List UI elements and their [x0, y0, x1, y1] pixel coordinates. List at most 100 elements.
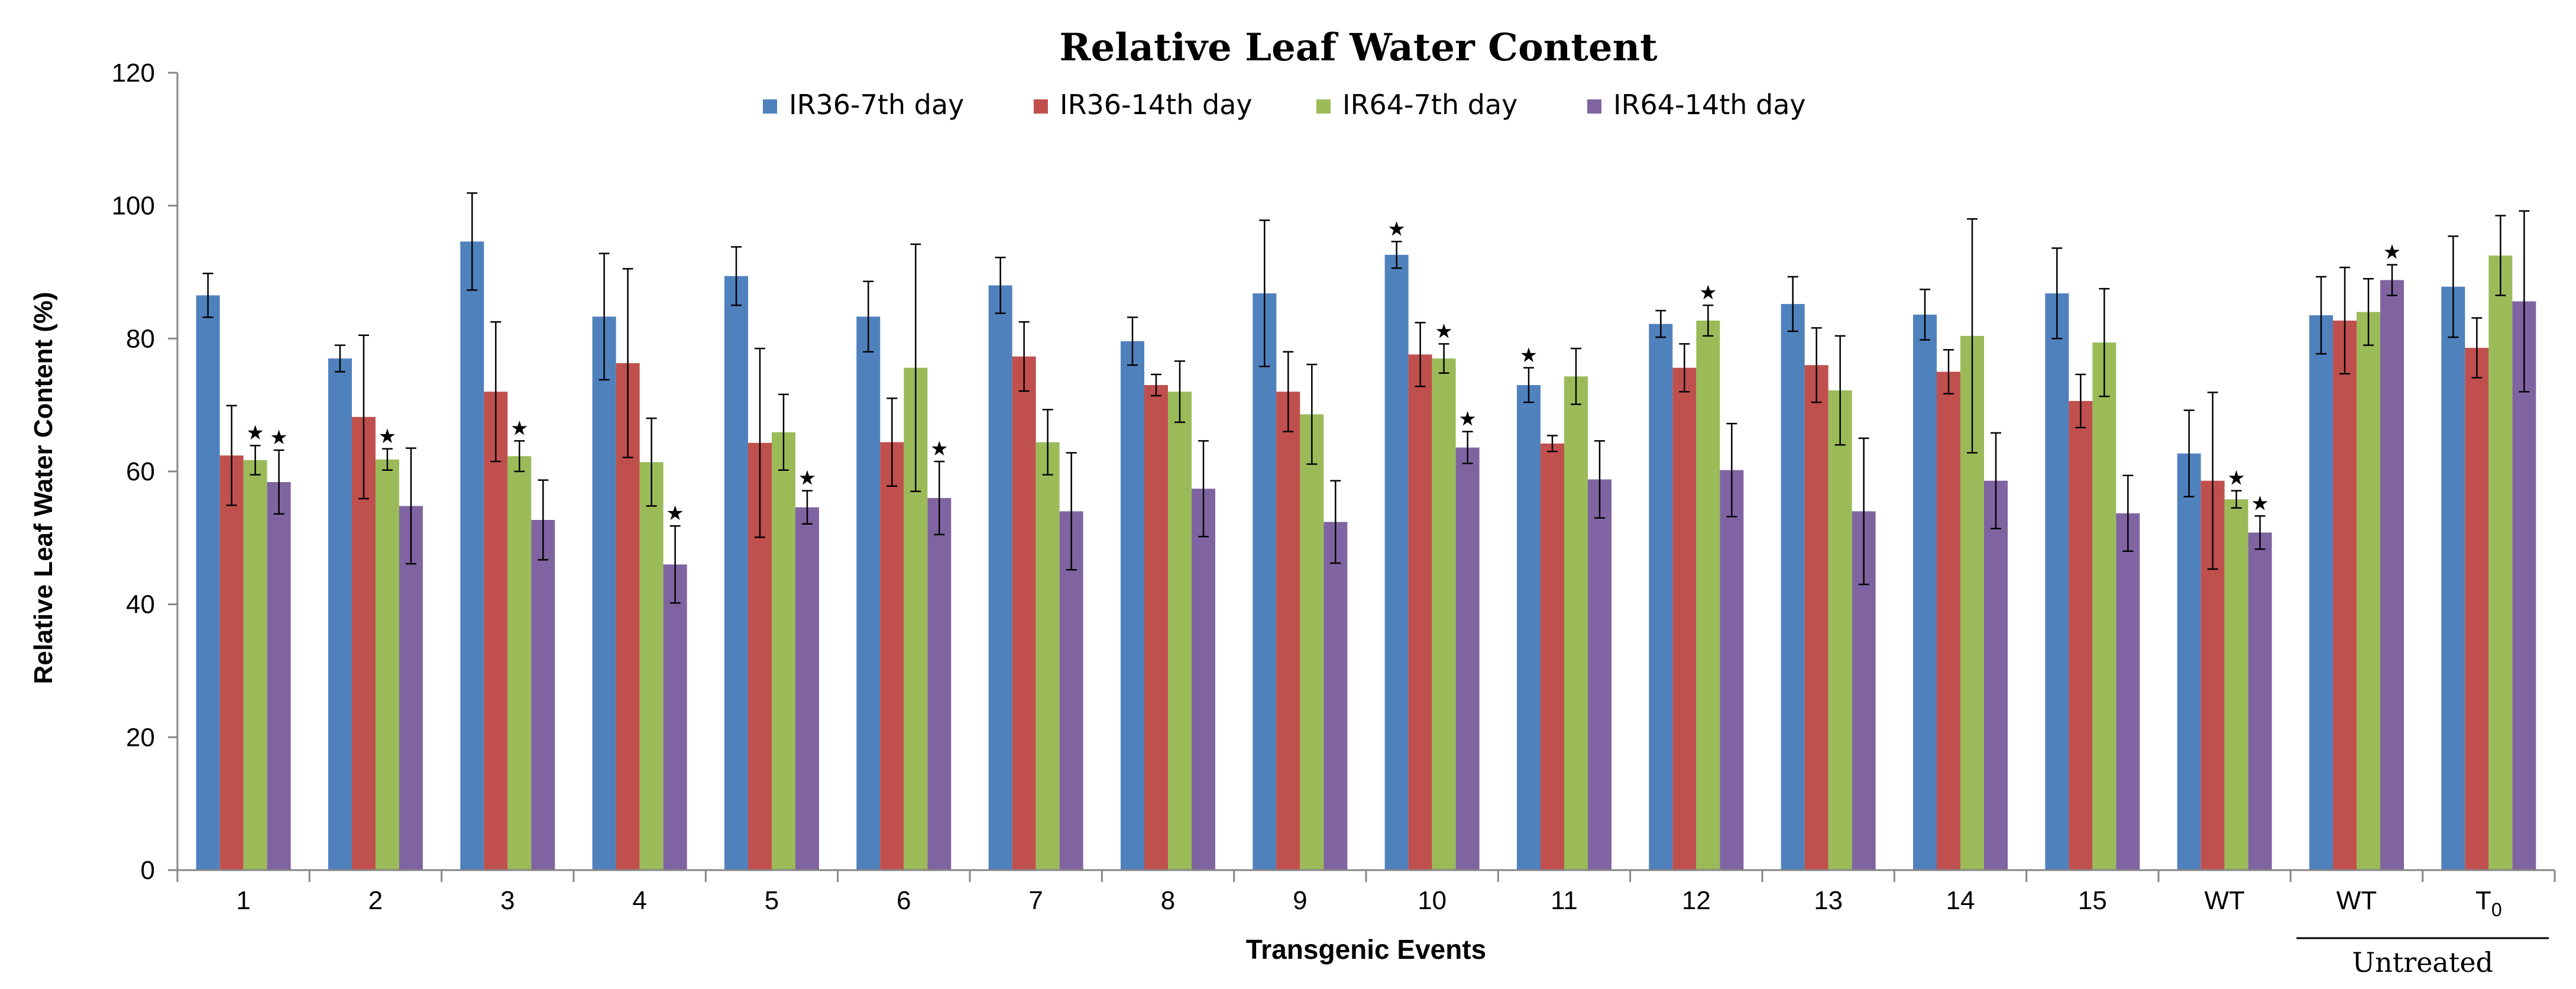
bar: [1035, 442, 1060, 870]
y-tick-label: 120: [112, 59, 155, 88]
y-axis-ticks: 0 20 40 60 80 100 120: [112, 59, 177, 885]
bar: [2045, 293, 2069, 870]
legend: IR36-7th day IR36-14th day IR64-7th day IR6…: [763, 89, 1806, 121]
x-tick-label: 13: [1814, 886, 1843, 915]
significance-star: ★: [666, 502, 684, 525]
bar: [1517, 384, 1541, 870]
x-tick-label: 6: [897, 886, 911, 915]
x-tick-label: WT: [2204, 886, 2244, 915]
bar: [1937, 371, 1960, 870]
significance-star: ★: [798, 467, 816, 490]
bar: [2512, 301, 2536, 871]
x-tick-label: 8: [1161, 886, 1175, 915]
y-tick-label: 80: [126, 324, 155, 353]
bar: [460, 241, 484, 870]
legend-swatch: [1034, 99, 1048, 114]
bar: [1276, 392, 1300, 870]
bar: [1455, 447, 1480, 870]
bar: [399, 506, 423, 870]
y-tick-label: 60: [126, 457, 155, 486]
bar: [2488, 255, 2513, 871]
bar: [663, 564, 687, 870]
bar: [927, 497, 952, 870]
series-2: [219, 266, 2489, 870]
legend-swatch: [763, 99, 777, 114]
x-tick-label: 11: [1551, 886, 1578, 915]
bar: [1012, 356, 1036, 870]
legend-label: IR64-7th day: [1342, 89, 1517, 121]
bar: [1408, 354, 1432, 870]
bar: [376, 459, 399, 870]
bar: [1168, 392, 1192, 870]
x-tick-label: 12: [1682, 886, 1711, 915]
significance-star: ★: [510, 416, 528, 440]
x-tick-label: 10: [1418, 886, 1446, 915]
bar: [1804, 365, 1829, 870]
significance-star: ★: [1435, 319, 1452, 343]
y-axis-label: Relative Leaf Water Content (%): [29, 292, 58, 684]
bar: [1564, 376, 1588, 870]
legend-item: IR36-7th day: [763, 89, 964, 121]
bar: [856, 316, 881, 870]
bar: [1696, 321, 1720, 870]
bar: [2357, 312, 2380, 870]
x-axis-ticks: 1 2 3 4 5 6 7 8 9 10 11 12 13 14 15 WT WT T0: [176, 870, 2556, 920]
bar: [2092, 342, 2117, 870]
bar: [1059, 511, 1083, 870]
untreated-group-label: Untreated: [2296, 937, 2549, 978]
plot-area: ★★★ ★ ★★★★★★★★★★★: [196, 192, 2536, 871]
significance-star: ★: [246, 421, 264, 445]
bar: [1144, 384, 1168, 870]
bar: [1588, 479, 1611, 870]
bar: [1384, 254, 1409, 870]
bar: [484, 392, 508, 870]
bar: [2465, 348, 2489, 870]
bar: [1720, 470, 1744, 870]
significance-star: ★: [1387, 217, 1405, 241]
y-tick-label: 40: [126, 590, 155, 619]
significance-star: ★: [270, 426, 287, 450]
y-tick-label: 100: [112, 192, 155, 221]
bar: [2116, 513, 2140, 870]
y-tick-label: 20: [126, 723, 155, 752]
significance-star: ★: [1458, 408, 1476, 431]
significance-star: ★: [930, 437, 948, 461]
significance-star: ★: [1699, 281, 1717, 305]
bar: [2248, 532, 2272, 870]
bar: [1649, 324, 1673, 870]
bar: [1541, 443, 1564, 870]
untreated-label: Untreated: [2352, 946, 2493, 978]
x-tick-label: WT: [2336, 886, 2377, 915]
bar: [880, 442, 904, 870]
x-tick-label: 14: [1946, 886, 1975, 915]
chart-title: Relative Leaf Water Content: [1059, 25, 1658, 70]
legend-label: IR36-14th day: [1060, 89, 1253, 121]
legend-item: IR64-7th day: [1316, 89, 1517, 121]
bar: [1253, 293, 1277, 870]
bar: [1984, 480, 2008, 870]
series-1: ★★: [196, 192, 2465, 871]
bar: [219, 455, 244, 870]
x-tick-label: 1: [236, 886, 250, 915]
significance-star: ★: [2227, 467, 2245, 490]
bar: [2069, 400, 2093, 870]
legend-swatch: [1316, 99, 1331, 114]
bar: [531, 520, 555, 870]
bar: [1672, 367, 1697, 870]
x-tick-label: 15: [2078, 886, 2107, 915]
bar: [1323, 522, 1348, 870]
x-tick-label: 2: [368, 886, 383, 915]
x-tick-label: 4: [632, 886, 646, 915]
bar: [267, 481, 291, 870]
bar: [1121, 341, 1144, 870]
bar: [639, 462, 664, 870]
bar: [592, 316, 616, 870]
bar: [1432, 358, 1456, 870]
significance-star: ★: [1520, 344, 1538, 367]
bar: [1913, 314, 1937, 870]
significance-star: ★: [378, 425, 396, 448]
bar: [772, 432, 795, 870]
significance-star: ★: [2251, 492, 2268, 515]
bar: [196, 295, 220, 871]
